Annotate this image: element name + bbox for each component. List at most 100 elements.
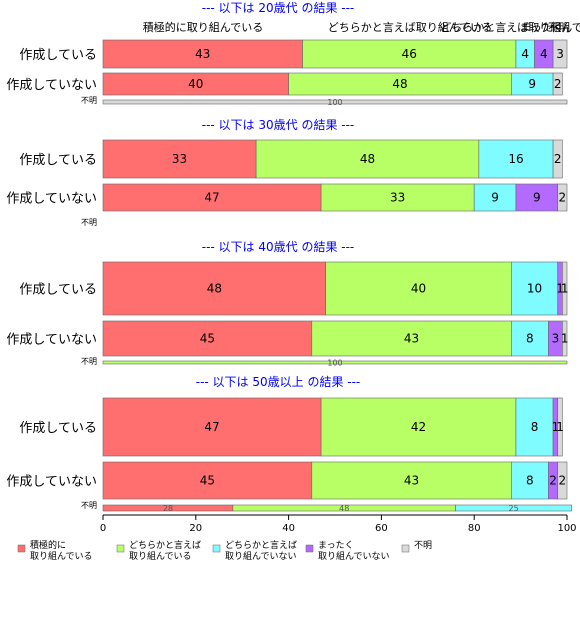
bar-segment (102, 261, 327, 316)
bar-segment (557, 183, 568, 212)
panel-title: --- 以下は 50歳以上 の結果 --- (196, 375, 361, 389)
data-label: 100 (327, 98, 342, 107)
data-label: 43 (404, 332, 419, 346)
data-label: 47 (204, 191, 219, 205)
data-label: 1 (561, 332, 569, 346)
data-label: 9 (528, 77, 536, 91)
row-label: 作成している (19, 153, 97, 168)
data-label: 43 (404, 474, 419, 488)
header-label: 積極的に取り組んでいる (143, 20, 263, 34)
x-tick-label: 80 (468, 523, 481, 534)
x-tick-label: 0 (100, 523, 106, 534)
row-label: 作成していない (6, 192, 97, 207)
bar-segment (102, 461, 313, 500)
data-label: 1 (556, 420, 564, 434)
data-label: 2 (554, 77, 562, 91)
data-label: 45 (200, 332, 215, 346)
legend-swatch (17, 544, 26, 553)
bar-segment (102, 183, 322, 212)
data-label: 2 (559, 474, 567, 488)
bar-segment (552, 72, 563, 96)
data-label: 8 (526, 332, 534, 346)
bar-segment (102, 139, 257, 179)
data-label: 4 (521, 47, 529, 61)
legend-label: 取り組んでいない (318, 550, 390, 562)
bar-segment (511, 261, 559, 316)
data-label: 33 (390, 191, 405, 205)
data-label: 45 (200, 474, 215, 488)
data-label: 40 (188, 77, 203, 91)
data-label: 3 (552, 332, 560, 346)
bar-segment (515, 183, 559, 212)
data-label: 10 (527, 282, 542, 296)
data-label: 33 (172, 152, 187, 166)
data-label: 9 (491, 191, 499, 205)
bar-segment (473, 183, 517, 212)
legend-swatch (305, 544, 314, 553)
bar-segment (102, 320, 313, 357)
data-label: 42 (411, 420, 426, 434)
bar-segment (311, 320, 512, 357)
x-tick-label: 100 (557, 523, 576, 534)
data-label: 48 (207, 282, 222, 296)
data-label: 8 (531, 420, 539, 434)
bar-segment (511, 320, 549, 357)
data-label: 3 (556, 47, 564, 61)
legend-label: どちらかと言えば (129, 539, 201, 551)
header-label: 不明 (548, 21, 570, 34)
data-label: 8 (526, 474, 534, 488)
row-label: 不明 (81, 357, 97, 366)
data-label: 25 (509, 504, 519, 513)
legend-swatch (116, 544, 125, 553)
panel-title: --- 以下は 20歳代 の結果 --- (202, 1, 355, 15)
row-label: 作成している (19, 421, 97, 436)
row-label: 作成していない (6, 333, 97, 348)
legend-label: 取り組んでいる (129, 550, 192, 562)
row-label: 作成していない (6, 475, 97, 490)
row-label: 不明 (81, 218, 97, 227)
x-tick-label: 60 (375, 523, 388, 534)
legend-label: 不明 (414, 540, 432, 551)
legend-label: 取り組んでいない (225, 550, 297, 562)
data-label: 2 (554, 152, 562, 166)
bar-segment (511, 461, 549, 500)
bar-segment (255, 139, 480, 179)
data-label: 4 (540, 47, 548, 61)
bar-segment (320, 397, 517, 457)
data-label: 9 (533, 191, 541, 205)
row-label: 作成していない (6, 78, 97, 93)
data-label: 1 (561, 282, 569, 296)
row-label: 作成している (19, 283, 97, 298)
legend-swatch (212, 544, 221, 553)
data-label: 46 (402, 47, 417, 61)
bar-segment (320, 183, 475, 212)
panel-title: --- 以下は 40歳代 の結果 --- (202, 240, 355, 254)
data-label: 100 (327, 359, 342, 368)
bar-segment (552, 139, 563, 179)
panel-title: --- 以下は 30歳代 の結果 --- (202, 118, 355, 132)
bar-segment (557, 397, 563, 457)
legend-label: 取り組んでいる (30, 550, 93, 562)
bar-segment (557, 461, 568, 500)
data-label: 48 (392, 77, 407, 91)
legend-label: 積極的に (30, 539, 66, 551)
row-label: 不明 (81, 96, 97, 105)
bar-segment (478, 139, 554, 179)
bar-segment (102, 397, 322, 457)
bar-segment (455, 504, 572, 512)
bar-segment (325, 261, 512, 316)
data-label: 48 (360, 152, 375, 166)
bar-segment (302, 39, 517, 69)
legend-label: まったく (318, 540, 354, 551)
data-label: 28 (163, 504, 173, 513)
data-label: 1 (552, 420, 560, 434)
data-label: 2 (559, 191, 567, 205)
row-label: 作成している (19, 48, 97, 63)
data-label: 16 (508, 152, 523, 166)
header-label: まったく (520, 21, 564, 34)
data-label: 1 (556, 282, 564, 296)
data-label: 40 (411, 282, 426, 296)
legend-label: どちらかと言えば (225, 539, 297, 551)
bar-segment (562, 320, 568, 357)
